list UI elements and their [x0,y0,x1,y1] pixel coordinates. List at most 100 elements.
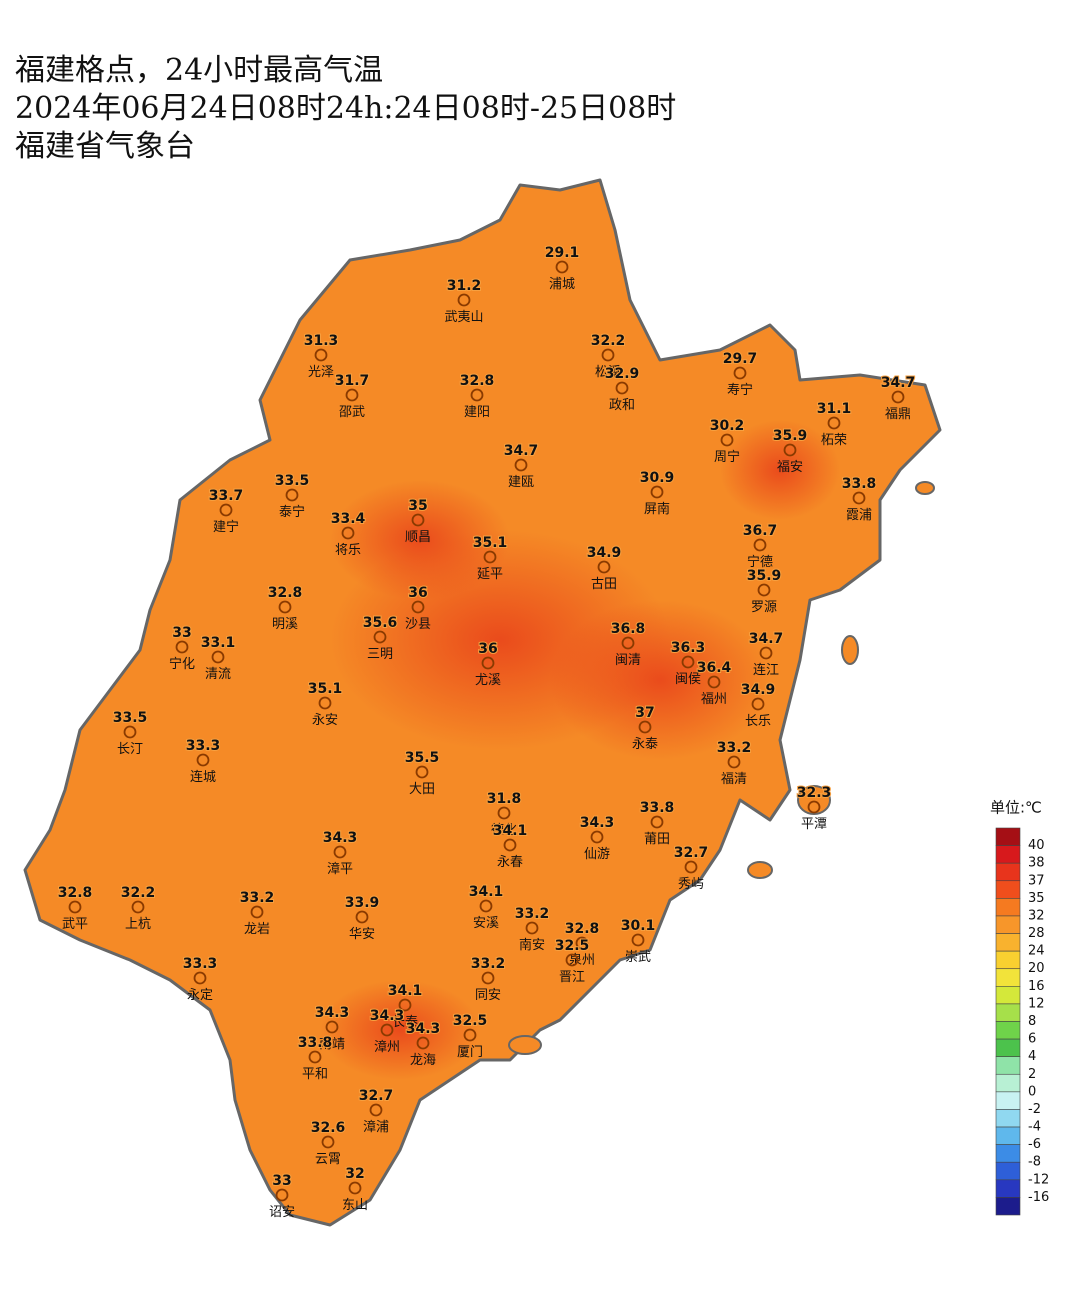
station-marker [601,348,615,362]
station-value: 33.2 [471,956,506,972]
island [747,861,773,879]
legend-label: 4 [1028,1049,1036,1064]
station-marker [314,348,328,362]
station-name: 霞浦 [846,508,872,523]
station-value: 32.5 [555,938,590,954]
station-name: 福州 [701,692,727,707]
station-name: 建阳 [464,405,490,420]
station-name: 顺昌 [405,530,431,545]
station-name: 建宁 [213,519,239,535]
station-value: 32.7 [674,845,709,861]
station-marker [565,953,579,967]
station-value: 34.9 [741,682,776,698]
station-value: 33.2 [515,906,550,922]
station-value: 33 [172,625,191,641]
station-name: 晋江 [559,970,585,985]
station-name: 福清 [721,772,747,787]
legend-swatch [995,1161,1021,1181]
station-name: 永安 [312,713,338,728]
station-value: 32.8 [268,585,303,601]
station-value: 34.3 [315,1005,350,1021]
station-name: 平潭 [801,817,827,832]
station-name: 将乐 [335,543,361,558]
station-value: 31.7 [335,373,370,389]
station-name: 上杭 [125,917,151,932]
station-value: 32 [345,1166,364,1182]
station-value: 33.5 [113,710,148,726]
station-name: 光泽 [308,365,334,380]
station-value: 36.7 [743,523,778,539]
station-marker [590,830,604,844]
station-value: 36.8 [611,621,646,637]
station-value: 33.8 [640,800,675,816]
station-name: 仙游 [584,847,610,862]
station-name: 福鼎 [885,407,911,422]
station-value: 36 [408,585,427,601]
heat-area [550,600,770,760]
station-marker [497,806,511,820]
legend-swatch [995,1073,1021,1093]
station-name: 云霄 [315,1152,341,1167]
station-name: 连城 [190,769,216,785]
station-marker [481,971,495,985]
station-marker [733,366,747,380]
legend-label: -6 [1028,1137,1041,1152]
station-marker [345,388,359,402]
station-value: 33.5 [275,473,310,489]
station-marker [684,860,698,874]
station-marker [891,390,905,404]
station-marker [333,845,347,859]
legend-label: 38 [1028,856,1045,871]
station-value: 29.1 [545,245,580,261]
heat-area [720,420,840,520]
station-name: 漳州 [374,1039,400,1055]
station-value: 31.1 [817,401,852,417]
legend-swatch [995,1144,1021,1163]
station-name: 连江 [753,662,779,678]
station-value: 34.1 [388,983,423,999]
station-name: 延平 [477,567,503,582]
station-name: 明溪 [272,617,298,632]
legend-label: 0 [1028,1084,1036,1099]
station-marker [373,630,387,644]
station-value: 30.2 [710,418,745,434]
station-marker [783,443,797,457]
legend-label: -4 [1028,1120,1041,1135]
station-value: 32.3 [797,785,832,801]
station-value: 35.5 [405,750,440,766]
station-value: 35.6 [363,615,398,631]
station-value: 34.3 [580,815,615,831]
station-name: 武平 [62,917,88,932]
station-value: 35.9 [747,568,782,584]
station-name: 平和 [302,1067,328,1082]
station-value: 33 [272,1173,291,1189]
legend-label: -8 [1028,1155,1041,1170]
legend-swatch [995,986,1021,1005]
station-name: 漳浦 [363,1119,389,1135]
station-name: 南靖 [319,1036,345,1052]
station-marker [369,1103,383,1117]
station-marker [123,725,137,739]
station-value: 34.7 [881,375,916,391]
station-value: 33.2 [717,740,752,756]
station-name: 崇武 [625,950,651,965]
title-line: 2024年06月24日08时24h:24日08时-25日08时 [15,91,676,126]
station-marker [355,910,369,924]
station-value: 33.4 [331,511,366,527]
station-marker [621,636,635,650]
station-value: 37 [635,705,654,721]
legend-label: 20 [1028,961,1045,976]
station-marker [175,640,189,654]
station-value: 30.1 [621,918,656,934]
station-value: 35.1 [473,535,508,551]
station-value: 31.2 [447,278,482,294]
station-name: 泰宁 [279,504,305,520]
station-value: 30.9 [640,470,675,486]
legend-label: -12 [1028,1172,1049,1187]
station-marker [751,697,765,711]
station-name: 秀屿 [678,877,704,892]
station-value: 35 [408,498,427,514]
station-marker [275,1188,289,1202]
station-name: 安溪 [473,916,499,931]
station-name: 大田 [409,782,435,797]
